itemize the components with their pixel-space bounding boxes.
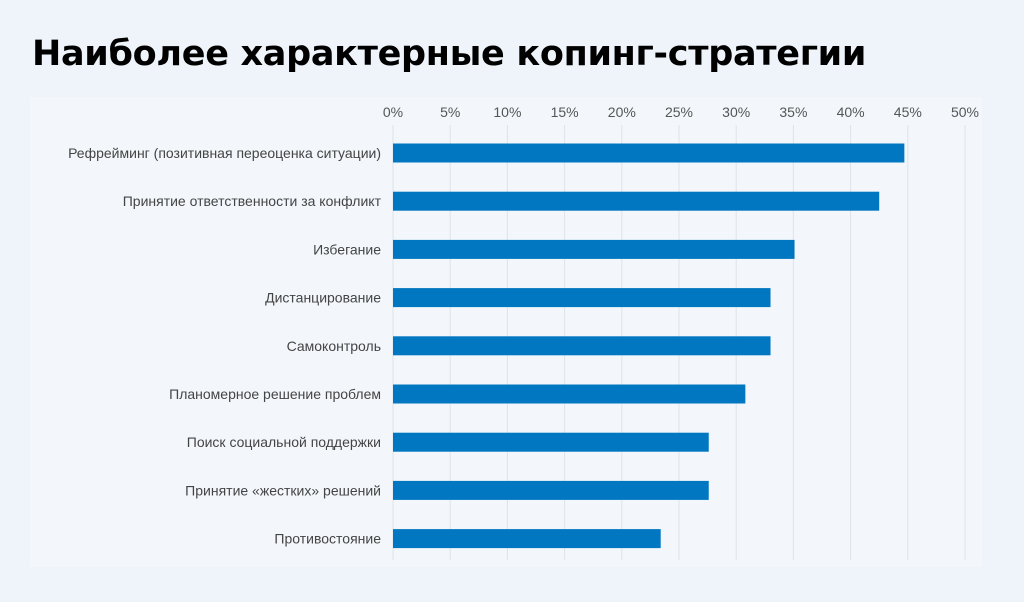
- category-label: Поиск социальной поддержки: [187, 434, 381, 450]
- x-tick-label: 10%: [493, 104, 521, 120]
- category-label: Принятие «жестких» решений: [185, 482, 381, 498]
- x-tick-label: 30%: [722, 104, 750, 120]
- x-tick-label: 50%: [951, 104, 979, 120]
- category-label: Принятие ответственности за конфликт: [123, 193, 382, 209]
- bar: [393, 384, 746, 404]
- x-tick-label: 15%: [551, 104, 579, 120]
- x-tick-label: 5%: [440, 104, 460, 120]
- x-tick-label: 35%: [779, 104, 807, 120]
- bar: [393, 239, 795, 259]
- bar: [393, 336, 771, 356]
- x-tick-label: 0%: [383, 104, 403, 120]
- bar: [393, 432, 709, 452]
- category-label: Рефрейминг (позитивная переоценка ситуац…: [68, 145, 381, 161]
- x-tick-label: 20%: [608, 104, 636, 120]
- bar: [393, 288, 771, 308]
- category-label: Самоконтроль: [287, 338, 381, 354]
- page-title: Наиболее характерные копинг-стратегии: [32, 34, 867, 74]
- category-label: Избегание: [313, 241, 381, 257]
- x-tick-label: 45%: [894, 104, 922, 120]
- bar: [393, 191, 880, 211]
- bar: [393, 529, 661, 549]
- x-tick-label: 25%: [665, 104, 693, 120]
- x-tick-label: 40%: [837, 104, 865, 120]
- category-label: Планомерное решение проблем: [169, 386, 381, 402]
- category-label: Противостояние: [274, 531, 381, 547]
- bar: [393, 143, 905, 163]
- bar: [393, 480, 709, 500]
- category-label: Дистанцирование: [265, 290, 381, 306]
